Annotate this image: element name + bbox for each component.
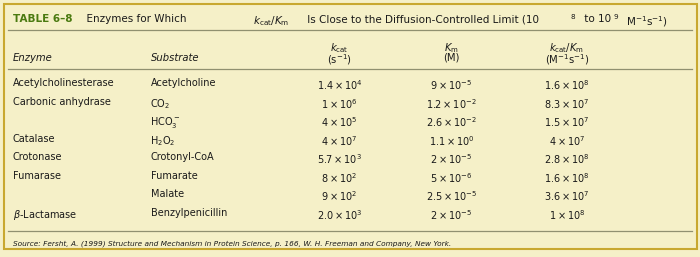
Text: to 10: to 10 <box>581 14 611 24</box>
Text: Enzyme: Enzyme <box>13 53 52 63</box>
Text: Substrate: Substrate <box>150 53 199 63</box>
Text: Crotonyl-CoA: Crotonyl-CoA <box>150 152 214 162</box>
Text: Acetylcholine: Acetylcholine <box>150 78 216 88</box>
Text: $k_{\rm cat}/K_{\rm m}$: $k_{\rm cat}/K_{\rm m}$ <box>253 14 290 28</box>
Text: TABLE 6–8: TABLE 6–8 <box>13 14 72 24</box>
Text: $8 \times 10^{2}$: $8 \times 10^{2}$ <box>321 171 358 185</box>
Text: $9 \times 10^{-5}$: $9 \times 10^{-5}$ <box>430 78 473 92</box>
Text: $2.0 \times 10^{3}$: $2.0 \times 10^{3}$ <box>316 208 363 222</box>
Text: $2.6 \times 10^{-2}$: $2.6 \times 10^{-2}$ <box>426 115 477 129</box>
Text: Malate: Malate <box>150 189 183 199</box>
Text: $2 \times 10^{-5}$: $2 \times 10^{-5}$ <box>430 208 473 222</box>
Text: $5.7 \times 10^{3}$: $5.7 \times 10^{3}$ <box>317 152 362 166</box>
Text: (M): (M) <box>443 53 460 63</box>
Text: Catalase: Catalase <box>13 134 55 144</box>
Text: $1.6 \times 10^{8}$: $1.6 \times 10^{8}$ <box>544 171 590 185</box>
Text: $\beta$-Lactamase: $\beta$-Lactamase <box>13 208 77 222</box>
Text: Acetylcholinesterase: Acetylcholinesterase <box>13 78 114 88</box>
Text: $^9$: $^9$ <box>613 14 620 24</box>
Text: $1 \times 10^{6}$: $1 \times 10^{6}$ <box>321 97 358 111</box>
Text: Fumarate: Fumarate <box>150 171 197 181</box>
Text: $\rm M^{-1}s^{-1}$): $\rm M^{-1}s^{-1}$) <box>623 14 668 29</box>
Text: $K_{\rm m}$: $K_{\rm m}$ <box>444 41 459 55</box>
Text: $1.6 \times 10^{8}$: $1.6 \times 10^{8}$ <box>544 78 590 92</box>
Text: $8.3 \times 10^{7}$: $8.3 \times 10^{7}$ <box>544 97 590 111</box>
Text: Is Close to the Diffusion-Controlled Limit (10: Is Close to the Diffusion-Controlled Lim… <box>304 14 540 24</box>
Text: $1.4 \times 10^{4}$: $1.4 \times 10^{4}$ <box>316 78 363 92</box>
Text: $5 \times 10^{-6}$: $5 \times 10^{-6}$ <box>430 171 473 185</box>
Text: (M$^{-1}$s$^{-1}$): (M$^{-1}$s$^{-1}$) <box>545 53 589 68</box>
Text: $1.2 \times 10^{-2}$: $1.2 \times 10^{-2}$ <box>426 97 477 111</box>
Text: $\mathrm{HCO_3^-}$: $\mathrm{HCO_3^-}$ <box>150 115 181 130</box>
Text: Fumarase: Fumarase <box>13 171 61 181</box>
Text: $2.8 \times 10^{8}$: $2.8 \times 10^{8}$ <box>544 152 590 166</box>
Text: Benzylpenicillin: Benzylpenicillin <box>150 208 227 218</box>
Text: $2 \times 10^{-5}$: $2 \times 10^{-5}$ <box>430 152 473 166</box>
Text: Source: Fersht, A. (1999) Structure and Mechanism in Protein Science, p. 166, W.: Source: Fersht, A. (1999) Structure and … <box>13 241 451 247</box>
Text: $1 \times 10^{8}$: $1 \times 10^{8}$ <box>549 208 585 222</box>
Text: Carbonic anhydrase: Carbonic anhydrase <box>13 97 111 107</box>
Text: $1.5 \times 10^{7}$: $1.5 \times 10^{7}$ <box>544 115 590 129</box>
Text: Enzymes for Which: Enzymes for Which <box>80 14 190 24</box>
Text: $4 \times 10^{7}$: $4 \times 10^{7}$ <box>549 134 585 148</box>
Text: $1.1 \times 10^{0}$: $1.1 \times 10^{0}$ <box>428 134 475 148</box>
Text: Crotonase: Crotonase <box>13 152 62 162</box>
Text: $4 \times 10^{7}$: $4 \times 10^{7}$ <box>321 134 358 148</box>
Text: $\mathrm{CO_2}$: $\mathrm{CO_2}$ <box>150 97 171 111</box>
Text: (s$^{-1}$): (s$^{-1}$) <box>327 53 352 68</box>
Text: $2.5 \times 10^{-5}$: $2.5 \times 10^{-5}$ <box>426 189 477 203</box>
FancyBboxPatch shape <box>4 4 696 249</box>
Text: $3.6 \times 10^{7}$: $3.6 \times 10^{7}$ <box>544 189 590 203</box>
Text: $9 \times 10^{2}$: $9 \times 10^{2}$ <box>321 189 358 203</box>
Text: $\mathrm{H_2O_2}$: $\mathrm{H_2O_2}$ <box>150 134 176 148</box>
Text: $^8$: $^8$ <box>570 14 577 24</box>
Text: $k_{\rm cat}$: $k_{\rm cat}$ <box>330 41 349 55</box>
Text: $4 \times 10^{5}$: $4 \times 10^{5}$ <box>321 115 358 129</box>
Text: $k_{\rm cat}/K_{\rm m}$: $k_{\rm cat}/K_{\rm m}$ <box>550 41 584 55</box>
